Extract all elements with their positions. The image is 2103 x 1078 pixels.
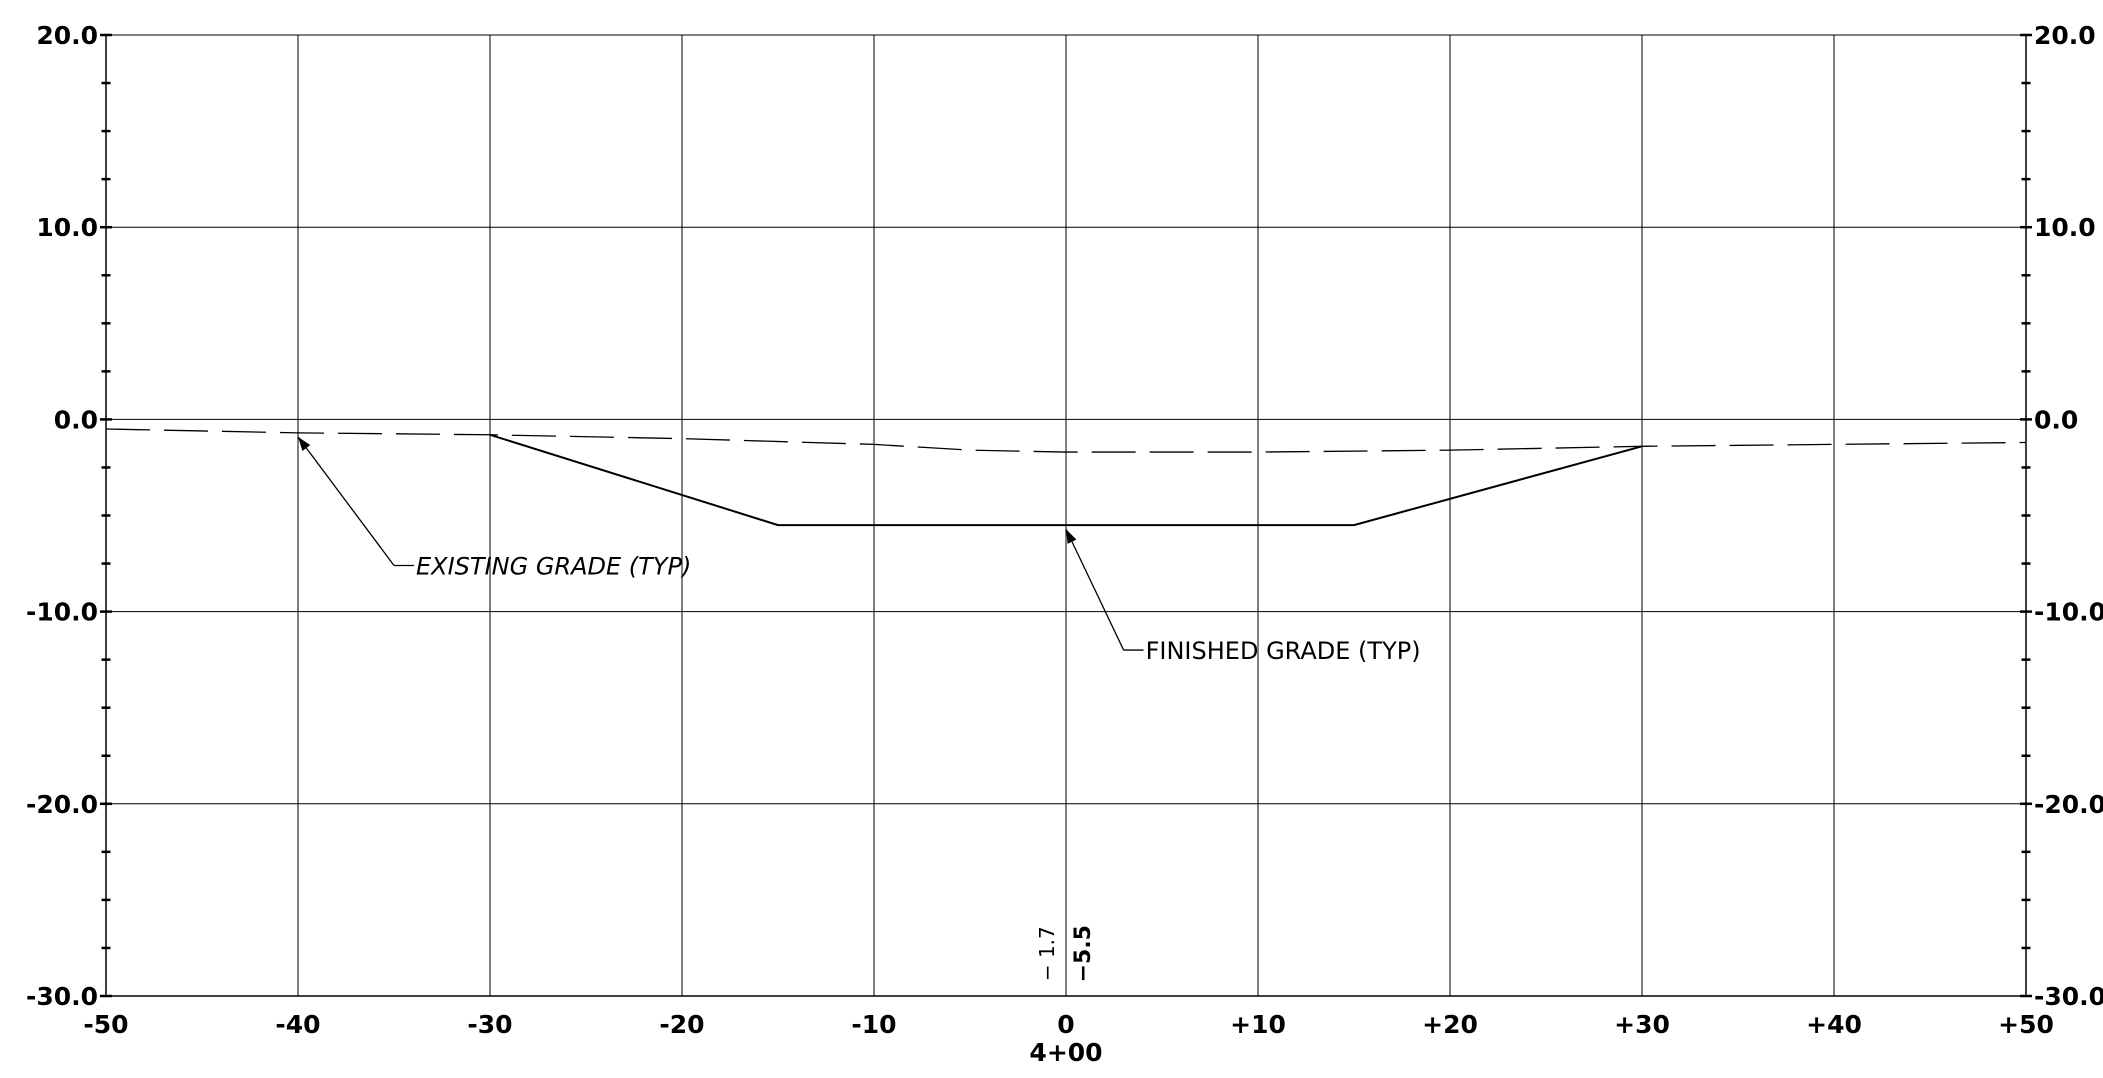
finished-grade-callout: FINISHED GRADE (TYP) [1146, 637, 1421, 665]
existing-grade-callout: EXISTING GRADE (TYP) [416, 552, 691, 580]
y-tick-label-right: 20.0 [2034, 21, 2096, 50]
series [105, 428, 2027, 527]
x-tick-label: -10 [851, 1010, 896, 1039]
y-tick-label-right: -10.0 [2034, 598, 2103, 627]
y-tick-label-right: 0.0 [2034, 405, 2078, 434]
finished-grade-line [489, 433, 1643, 527]
grid [105, 34, 2027, 997]
station-label: 4+00 [1029, 1038, 1102, 1067]
x-tick-label: +40 [1806, 1010, 1862, 1039]
x-tick-label: +50 [1998, 1010, 2054, 1039]
existing-grade-line [105, 428, 2027, 453]
y-tick-label-right: -20.0 [2034, 790, 2103, 819]
leader-arrow [297, 436, 395, 566]
y-tick-label-left: -30.0 [26, 982, 98, 1011]
finished-elevation-label: −5.5 [1071, 925, 1096, 982]
y-tick-label-right: -30.0 [2034, 982, 2103, 1011]
leader-arrow [1065, 528, 1125, 651]
existing-elevation-label: − 1.7 [1035, 926, 1059, 981]
y-tick-label-left: -10.0 [26, 598, 98, 627]
x-tick-label: +20 [1422, 1010, 1478, 1039]
y-tick-label-left: -20.0 [26, 790, 98, 819]
x-tick-label: -50 [83, 1010, 128, 1039]
y-tick-label-left: 20.0 [36, 21, 98, 50]
x-tick-label: +30 [1614, 1010, 1670, 1039]
x-tick-label: -40 [275, 1010, 320, 1039]
x-tick-label: -20 [659, 1010, 704, 1039]
y-tick-label-left: 0.0 [54, 405, 98, 434]
x-tick-label: +10 [1230, 1010, 1286, 1039]
y-tick-label-right: 10.0 [2034, 213, 2096, 242]
axes [100, 33, 2032, 998]
annotations: EXISTING GRADE (TYP) FINISHED GRADE (TYP) [297, 436, 1421, 665]
labels: -30.0 -30.0 -20.0 -20.0 -10.0 -10.0 0.0 0.0 10.0… [26, 21, 2103, 1067]
x-tick-label: 0 [1057, 1010, 1074, 1039]
y-tick-label-left: 10.0 [36, 213, 98, 242]
x-tick-label: -30 [467, 1010, 512, 1039]
